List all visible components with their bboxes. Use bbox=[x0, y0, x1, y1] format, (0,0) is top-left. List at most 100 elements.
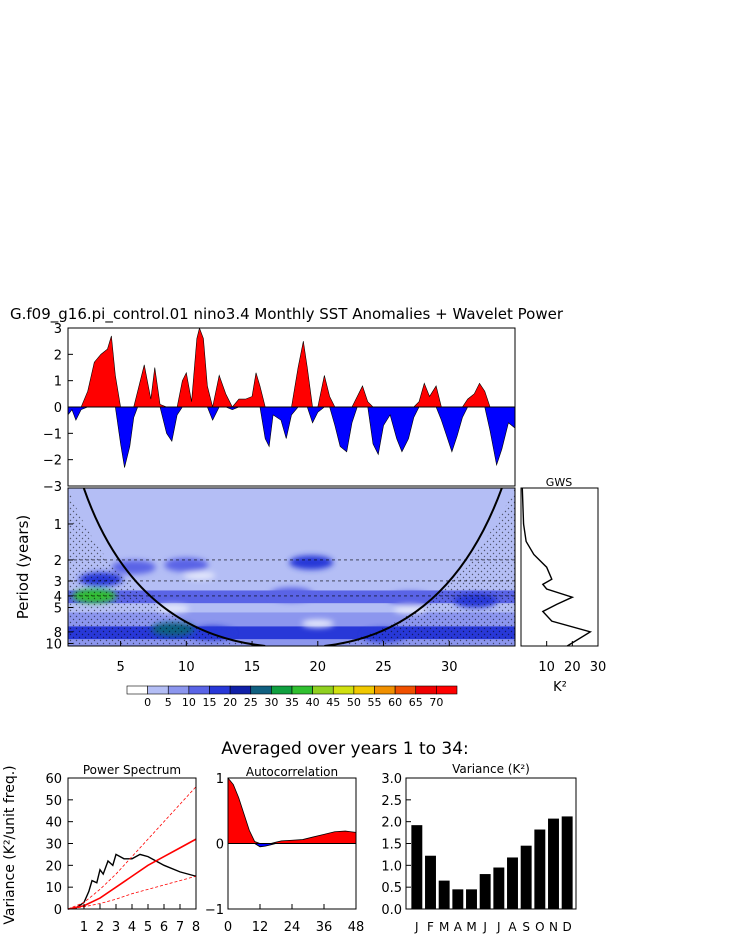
variance-bars bbox=[411, 816, 573, 909]
year-tick-label: 15 bbox=[244, 660, 261, 675]
gws-title: GWS bbox=[546, 476, 572, 489]
month-label: D bbox=[563, 920, 572, 934]
variance-y-tick-label: 1.0 bbox=[381, 859, 402, 874]
ps-x-tick-label: 5 bbox=[144, 920, 152, 935]
colorbar-swatch bbox=[394, 685, 417, 695]
variance-y-tick-label: 2.0 bbox=[381, 816, 402, 831]
colorbar-label: 40 bbox=[306, 696, 320, 709]
month-label: J bbox=[496, 920, 501, 934]
averaged-title: Averaged over years 1 to 34: bbox=[221, 739, 469, 759]
power-spectrum-title: Power Spectrum bbox=[83, 763, 181, 777]
colorbar: 0 5 10 15 20 25 30 35 40 45 50 55 60 65 70 bbox=[126, 685, 458, 709]
colorbar-swatch bbox=[291, 685, 313, 695]
colorbar-swatch bbox=[312, 685, 334, 695]
colorbar-swatch bbox=[229, 685, 252, 695]
ps-y-tick-label: 20 bbox=[45, 859, 62, 874]
cone-of-influence-stipple-left bbox=[68, 488, 266, 646]
gws-curve bbox=[521, 487, 593, 647]
ps-x-tick-label: 6 bbox=[160, 920, 168, 935]
variance-y-tick-label: 0.0 bbox=[381, 903, 402, 918]
wavelet-blob bbox=[164, 557, 209, 572]
wavelet-blob bbox=[269, 587, 314, 602]
gws-tick-label: 30 bbox=[590, 660, 607, 675]
variance-panel: J F M A M J J A S O N D0.00.51.01.52.02.53.0 Varian… bbox=[381, 762, 577, 934]
cone-of-influence-right bbox=[324, 488, 503, 646]
variance-bar bbox=[452, 889, 464, 909]
ps-x-tick-label: 7 bbox=[176, 920, 184, 935]
colorbar-swatch bbox=[374, 685, 396, 695]
wavelet-low-power-patch bbox=[301, 619, 334, 628]
ac-y-tick-label: −1 bbox=[205, 903, 224, 918]
ac-y-tick-label: 1 bbox=[216, 772, 224, 787]
period-tick-label: 10 bbox=[45, 637, 62, 652]
anomaly-y-tick-label: 0 bbox=[54, 401, 62, 416]
variance-bar bbox=[520, 845, 532, 909]
period-tick-label: 5 bbox=[54, 601, 62, 616]
ac-y-tick-label: 0 bbox=[216, 838, 224, 853]
ac-x-tick-label: 0 bbox=[224, 920, 232, 935]
power-spectrum-y-label: Variance (K²/unit freq.) bbox=[2, 765, 18, 924]
gws-x-label: K² bbox=[553, 680, 567, 695]
ps-x-tick-label: 2 bbox=[96, 920, 104, 935]
month-label: M bbox=[439, 920, 449, 934]
autocorrelation-frame bbox=[227, 777, 357, 910]
anomaly-y-tick-label: −2 bbox=[43, 454, 62, 469]
variance-y-tick-label: 1.5 bbox=[381, 838, 402, 853]
month-label: J bbox=[414, 920, 419, 934]
variance-y-tick-label: 0.5 bbox=[381, 881, 402, 896]
ps-x-tick-label: 1 bbox=[80, 920, 88, 935]
colorbar-swatch bbox=[353, 685, 375, 695]
colorbar-swatch bbox=[209, 685, 231, 695]
month-label: A bbox=[508, 920, 517, 934]
colorbar-label: 35 bbox=[285, 696, 299, 709]
wavelet-blob bbox=[289, 555, 334, 570]
autocorrelation-title: Autocorrelation bbox=[246, 765, 338, 779]
autocorrelation-positive-area bbox=[228, 778, 356, 844]
gws-ticks: 10 20 30 bbox=[538, 641, 606, 675]
wavelet-blob bbox=[111, 560, 156, 575]
gws-tick-label: 10 bbox=[538, 660, 555, 675]
colorbar-label: 30 bbox=[264, 696, 278, 709]
period-tick-label: 4 bbox=[54, 590, 62, 605]
anomaly-y-tick-label: 1 bbox=[54, 375, 62, 390]
wavelet-frame bbox=[67, 487, 516, 647]
ac-x-tick-label: 48 bbox=[348, 920, 365, 935]
year-tick-label: 5 bbox=[116, 660, 124, 675]
ps-x-tick-label: 3 bbox=[112, 920, 120, 935]
variance-y-tick-label: 2.5 bbox=[381, 794, 402, 809]
ps-y-tick-label: 50 bbox=[45, 794, 62, 809]
lower-confidence-line bbox=[67, 875, 197, 910]
year-tick-label: 10 bbox=[178, 660, 195, 675]
power-spectrum-lines bbox=[67, 786, 197, 910]
month-label: M bbox=[466, 920, 476, 934]
ac-x-tick-label: 36 bbox=[316, 920, 333, 935]
variance-bar bbox=[507, 857, 518, 909]
ps-y-tick-label: 40 bbox=[45, 816, 62, 831]
colorbar-label: 65 bbox=[409, 696, 423, 709]
colorbar-label: 45 bbox=[326, 696, 340, 709]
power-spectrum-frame bbox=[67, 777, 197, 910]
period-tick-label: 3 bbox=[54, 575, 62, 590]
ps-x-tick-label: 4 bbox=[128, 920, 136, 935]
gws-panel: 10 20 30 GWS K² bbox=[520, 476, 606, 695]
variance-bar bbox=[493, 867, 505, 909]
colorbar-label: 60 bbox=[388, 696, 402, 709]
gws-line bbox=[521, 487, 593, 647]
wavelet-y-label: Period (years) bbox=[14, 515, 32, 620]
wavelet-blob bbox=[387, 591, 432, 606]
period-tick-label: 2 bbox=[54, 554, 62, 569]
period-tick-label: 1 bbox=[54, 518, 62, 533]
month-label: A bbox=[454, 920, 463, 934]
anomaly-area bbox=[68, 328, 515, 468]
colorbar-swatch bbox=[147, 685, 169, 695]
anomaly-frame bbox=[67, 327, 516, 487]
ps-y-tick-label: 10 bbox=[45, 881, 62, 896]
anomaly-positive-area bbox=[68, 328, 515, 408]
colorbar-label: 0 bbox=[144, 696, 151, 709]
wavelet-low-power-patch bbox=[183, 571, 216, 580]
month-label: N bbox=[549, 920, 558, 934]
